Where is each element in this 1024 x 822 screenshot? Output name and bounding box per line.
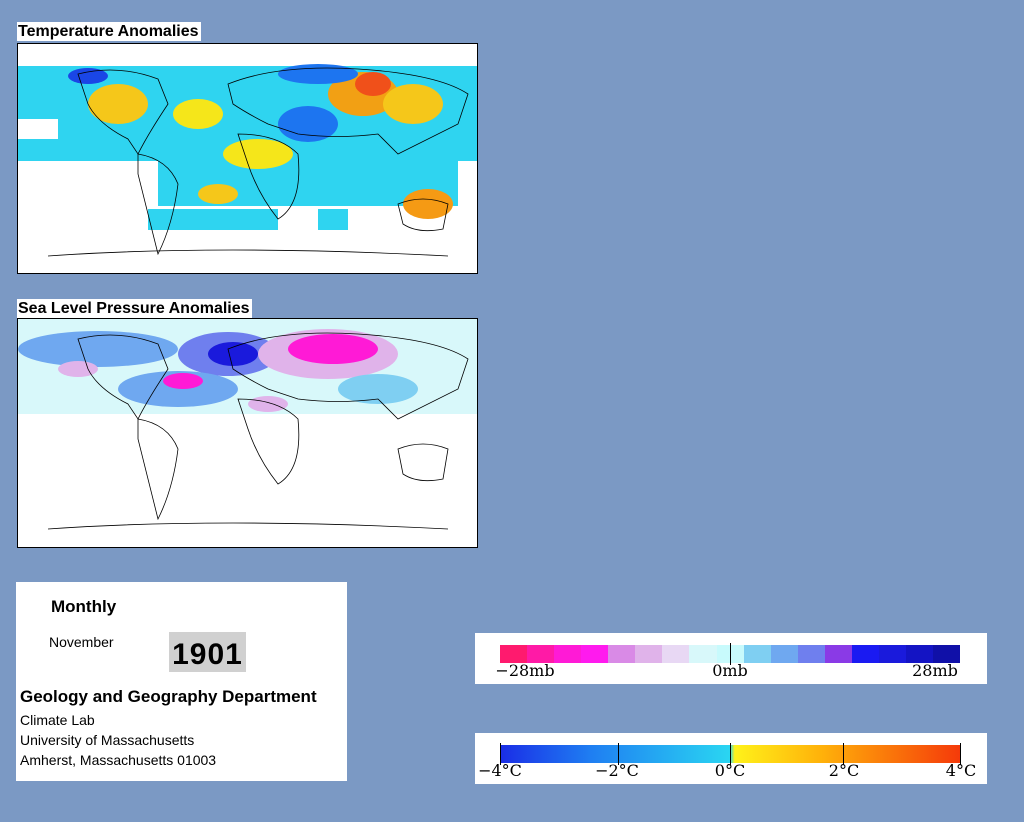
pressure-color-swatch xyxy=(824,645,852,663)
pressure-color-swatch xyxy=(851,645,879,663)
pressure-color-swatch xyxy=(878,645,906,663)
temperature-map-title: Temperature Anomalies xyxy=(17,22,201,41)
pressure-color-swatch xyxy=(743,645,771,663)
temp-legend-label: −4°C xyxy=(478,761,522,780)
temp-tick xyxy=(500,743,501,765)
temperature-anomaly-map xyxy=(17,43,478,274)
temp-tick xyxy=(618,743,619,765)
pressure-color-swatch xyxy=(905,645,933,663)
pressure-color-swatch xyxy=(608,645,636,663)
pressure-color-swatch xyxy=(770,645,798,663)
pressure-map-title: Sea Level Pressure Anomalies xyxy=(17,299,252,318)
pressure-legend-max: 28mb xyxy=(912,661,958,680)
pressure-color-swatch xyxy=(662,645,690,663)
temp-tick xyxy=(843,743,844,765)
temperature-color-legend: −4°C −2°C 0°C 2°C 4°C xyxy=(475,733,987,784)
pressure-color-swatch xyxy=(635,645,663,663)
temp-legend-label: 2°C xyxy=(828,761,860,780)
pressure-color-swatch xyxy=(797,645,825,663)
temp-legend-label: 4°C xyxy=(945,761,977,780)
lab-name: Climate Lab xyxy=(20,712,95,728)
pressure-color-legend: −28mb 0mb 28mb xyxy=(475,633,987,684)
pressure-color-swatch xyxy=(500,645,528,663)
month-label: November xyxy=(49,634,114,650)
pressure-color-swatch xyxy=(933,645,961,663)
temp-legend-label: −2°C xyxy=(595,761,639,780)
pressure-legend-min: −28mb xyxy=(495,661,555,680)
pressure-legend-zero: 0mb xyxy=(712,661,748,680)
pressure-color-bar xyxy=(500,645,961,663)
temperature-anomaly-field xyxy=(18,64,477,273)
pressure-color-swatch xyxy=(581,645,609,663)
address-line: Amherst, Massachusetts 01003 xyxy=(20,752,217,768)
coastline-outline xyxy=(47,332,469,530)
pressure-color-swatch xyxy=(554,645,582,663)
sea-level-pressure-anomaly-map xyxy=(17,318,478,548)
university-name: University of Massachusetts xyxy=(20,732,195,748)
year-label: 1901 xyxy=(172,638,243,671)
temp-tick xyxy=(730,743,731,765)
temp-legend-label: 0°C xyxy=(714,761,746,780)
pressure-anomaly-field xyxy=(18,319,477,414)
department-name: Geology and Geography Department xyxy=(20,687,317,706)
coastline-outline xyxy=(47,67,469,257)
temp-tick xyxy=(960,743,961,765)
pressure-color-swatch xyxy=(689,645,717,663)
info-panel: Monthly November 1901 Geology and Geogra… xyxy=(16,582,347,781)
period-label: Monthly xyxy=(51,597,117,616)
year-box: 1901 xyxy=(169,632,246,672)
pressure-color-swatch xyxy=(527,645,555,663)
pressure-zero-tick xyxy=(730,643,731,665)
